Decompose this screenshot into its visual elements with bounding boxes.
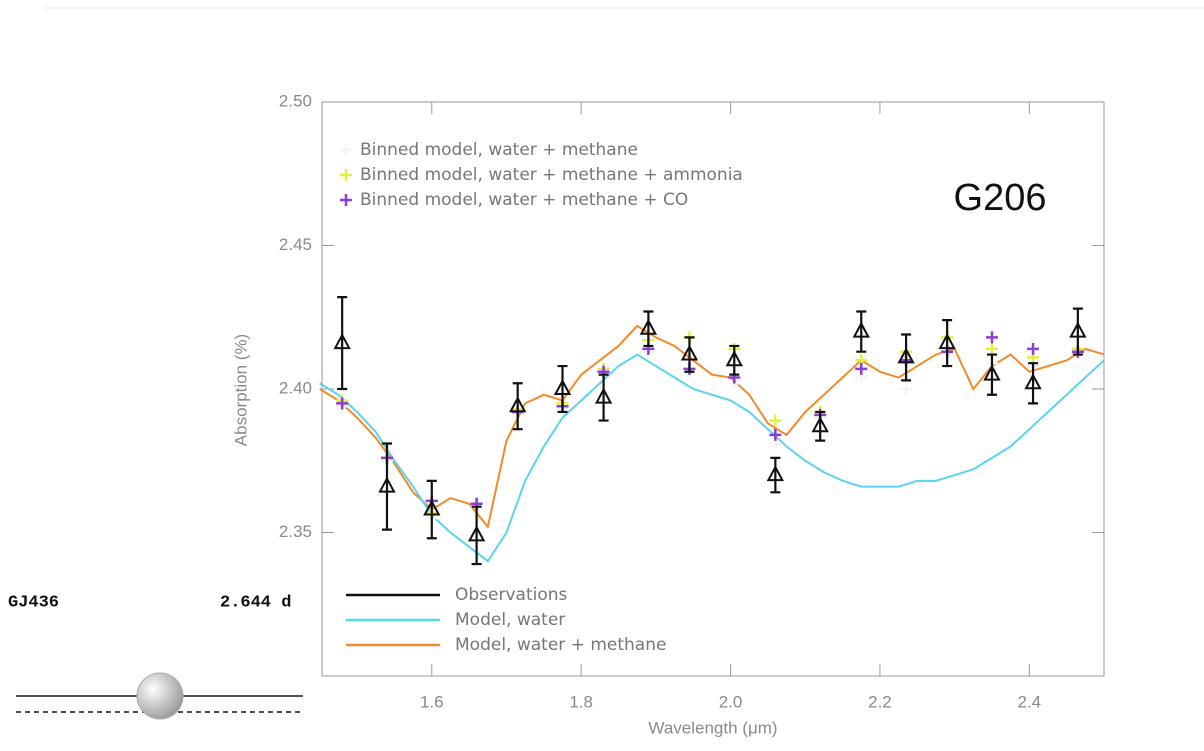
error-bar [471, 505, 482, 566]
legend-label: Binned model, water + methane + CO [360, 190, 688, 210]
legend-marker [340, 144, 352, 156]
binned-point [985, 331, 998, 344]
binned-point [336, 397, 349, 410]
observation [378, 476, 396, 493]
observation [852, 321, 870, 338]
observation [680, 344, 699, 361]
error-bar [856, 310, 867, 353]
binned-point [769, 414, 782, 427]
legend-marker [340, 169, 352, 181]
legend-label: Binned model, water + methane + ammonia [360, 165, 743, 185]
binned-point [855, 362, 868, 375]
observation [467, 525, 486, 542]
error-bar [684, 336, 695, 373]
legend-label: Binned model, water + methane [360, 140, 638, 160]
planet-period: 2.644 d [220, 593, 291, 612]
planet-icon [136, 672, 184, 720]
y-tick-label: 2.50 [279, 91, 312, 110]
x-tick-label: 2.4 [1017, 692, 1041, 711]
x-axis-label: Wavelength (μm) [648, 718, 777, 737]
error-bar [643, 310, 654, 348]
binned-point [769, 428, 782, 441]
observation [1069, 321, 1087, 338]
observation [811, 416, 829, 433]
observation [725, 350, 743, 367]
observation [594, 387, 613, 404]
y-axis-label: Absorption (%) [231, 334, 250, 446]
error-bar [770, 456, 781, 494]
x-tick-label: 2.2 [868, 692, 892, 711]
x-tick-label: 1.6 [420, 692, 444, 711]
error-bar [598, 373, 609, 422]
legend-marker [340, 194, 352, 206]
error-bar [986, 353, 997, 396]
x-tick-label: 1.8 [569, 692, 593, 711]
observation [766, 464, 785, 482]
x-tick-label: 2.0 [719, 692, 743, 711]
error-bar [1028, 362, 1039, 405]
error-bar [512, 382, 523, 431]
observation [423, 499, 441, 516]
model-line [319, 324, 1105, 530]
error-bar [381, 442, 392, 531]
y-tick-label: 2.35 [279, 522, 312, 541]
observation [509, 396, 527, 413]
binned-point [1027, 342, 1040, 355]
error-bar [426, 479, 437, 540]
error-bar [901, 333, 912, 382]
planet-name: GJ436 [8, 593, 59, 612]
legend-label: Model, water [455, 610, 565, 630]
legend-label: Model, water + methane [455, 635, 666, 655]
y-tick-label: 2.40 [279, 378, 312, 397]
binned-point [900, 383, 913, 395]
observation [1024, 373, 1042, 390]
legend-label: Observations [455, 585, 568, 605]
error-bar [1072, 307, 1083, 356]
y-tick-label: 2.45 [279, 235, 312, 254]
error-bar [337, 296, 348, 391]
binned-point [985, 342, 998, 355]
observation [983, 364, 1001, 381]
observation [938, 332, 956, 350]
error-bar [557, 364, 568, 414]
model-line [319, 353, 1105, 563]
observation [553, 378, 572, 395]
annotation: G206 [954, 177, 1047, 219]
observation [897, 347, 915, 364]
observation [333, 332, 351, 350]
observation [639, 318, 658, 335]
error-bar [942, 319, 953, 368]
